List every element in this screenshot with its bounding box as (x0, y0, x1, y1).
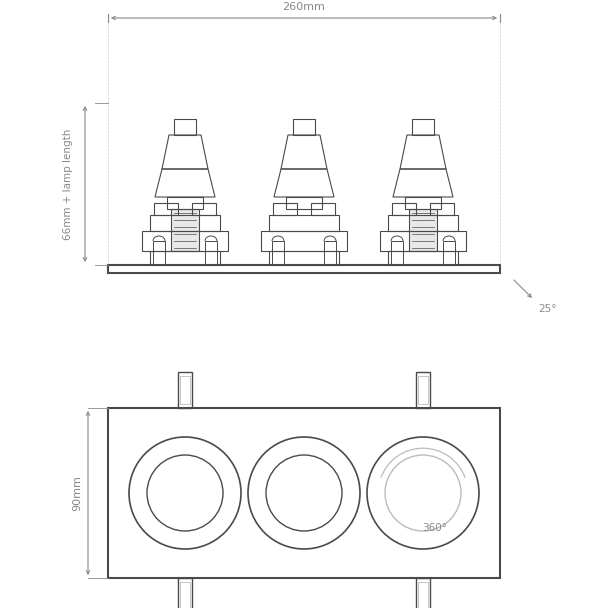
Text: 25°: 25° (538, 304, 556, 314)
Bar (167, 197, 203, 209)
Text: 90mm: 90mm (72, 475, 82, 511)
Bar (392, 203, 416, 215)
Bar (154, 203, 178, 215)
Bar (108, 408, 500, 578)
Bar (443, 241, 455, 265)
Bar (269, 215, 339, 231)
Bar (150, 215, 220, 231)
Bar (388, 251, 458, 265)
Bar (171, 209, 199, 251)
Bar (412, 119, 434, 135)
Bar (174, 119, 196, 135)
Bar (153, 241, 165, 265)
Bar (261, 231, 347, 251)
Bar (388, 215, 458, 231)
Bar (416, 372, 430, 408)
Bar (192, 203, 216, 215)
Bar (180, 376, 190, 404)
Bar (418, 582, 428, 608)
Bar (324, 241, 336, 265)
Bar (409, 209, 437, 251)
Bar (142, 231, 228, 251)
Bar (380, 231, 466, 251)
Bar (178, 578, 192, 608)
Bar (418, 376, 428, 404)
Bar (171, 209, 199, 251)
Bar (409, 209, 437, 251)
Bar (269, 251, 339, 265)
Bar (180, 582, 190, 608)
Bar (430, 203, 454, 215)
Text: 360°: 360° (423, 523, 447, 533)
Bar (150, 251, 220, 265)
Bar (205, 241, 217, 265)
Bar (416, 578, 430, 608)
Bar (178, 372, 192, 408)
Bar (272, 241, 284, 265)
Bar (108, 265, 500, 273)
Bar (405, 197, 441, 209)
Bar (293, 119, 315, 135)
Text: 66mm + lamp length: 66mm + lamp length (63, 128, 73, 240)
Bar (273, 203, 297, 215)
Text: 260mm: 260mm (283, 2, 325, 12)
Bar (311, 203, 335, 215)
Bar (391, 241, 403, 265)
Bar (286, 197, 322, 209)
